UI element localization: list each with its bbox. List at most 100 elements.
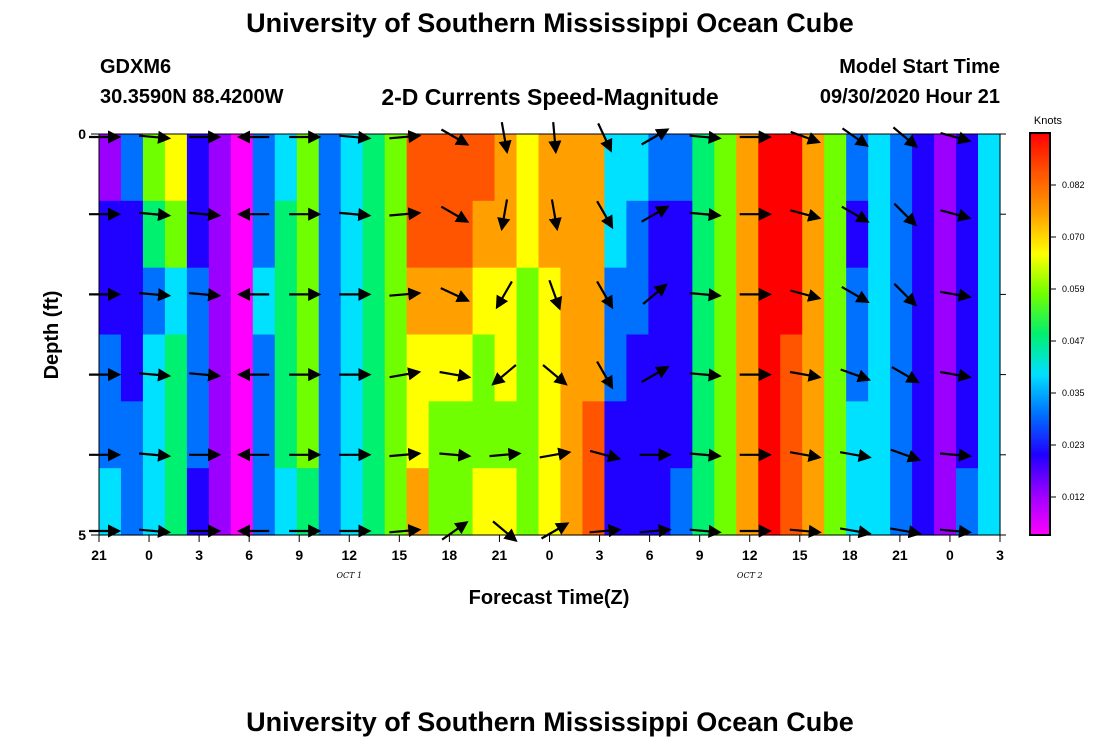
current-arrow [641, 205, 670, 223]
heatmap-cell [142, 401, 166, 469]
current-arrow [790, 289, 822, 302]
heatmap-cell [582, 468, 606, 536]
current-arrow [439, 368, 472, 382]
heatmap-cell [912, 200, 935, 269]
heatmap-cell [450, 267, 474, 336]
heatmap-cell [890, 267, 913, 336]
heatmap-cell [648, 267, 671, 336]
heatmap-cell [340, 267, 364, 336]
heatmap-cell [714, 468, 737, 536]
current-arrow [548, 279, 563, 311]
heatmap-cell [846, 134, 869, 202]
heatmap-cell [99, 267, 122, 336]
heatmap-cell [318, 267, 342, 336]
heatmap-cell [164, 401, 188, 469]
heatmap-cell [736, 401, 759, 469]
current-arrow [589, 449, 622, 463]
heatmap-cell [516, 200, 540, 269]
heatmap-cell [99, 401, 122, 469]
heatmap-cell [582, 134, 606, 202]
current-arrow [689, 207, 722, 222]
x-tick-label: 9 [696, 547, 704, 563]
heatmap-cell [186, 334, 210, 402]
heatmap-cell [670, 267, 693, 336]
heatmap-cell [406, 468, 430, 536]
heatmap-cell [758, 401, 781, 469]
current-arrow [139, 524, 172, 538]
y-axis-title: Depth (ft) [41, 291, 63, 380]
heatmap-cell [296, 401, 320, 469]
heatmap-cell [142, 134, 166, 202]
heatmap-cell [560, 401, 584, 469]
heatmap-cell [274, 401, 298, 469]
heatmap-cell [538, 401, 562, 469]
current-arrow [441, 521, 469, 541]
heatmap-cell [912, 334, 935, 402]
heatmap-cell [736, 334, 759, 402]
heatmap-cell [340, 334, 364, 402]
heatmap-cell [824, 134, 847, 202]
heatmap-cell [472, 267, 496, 336]
heatmap-cell [648, 134, 671, 202]
heatmap-cell [428, 468, 452, 536]
heatmap-cell [340, 468, 364, 536]
x-tick-label: 12 [341, 547, 357, 563]
heatmap-cell [318, 401, 342, 469]
current-arrow [596, 280, 614, 310]
current-arrow [840, 368, 871, 383]
current-arrow [489, 447, 522, 462]
heatmap-cell [384, 267, 408, 336]
heatmap-cell [934, 401, 957, 469]
x-tick-label: 18 [842, 547, 858, 563]
heatmap-cell [450, 468, 474, 536]
x-tick-label: 6 [245, 547, 253, 563]
heatmap-cell [582, 401, 606, 469]
heatmap-cell [956, 267, 979, 336]
heatmap-cell [604, 267, 628, 336]
heatmap-cell [714, 267, 737, 336]
heatmap-cell [890, 401, 913, 469]
heatmap-cell [846, 334, 869, 402]
station-id: GDXM6 [100, 56, 172, 78]
x-tick-label: 9 [295, 547, 303, 563]
heatmap-cell [582, 200, 606, 269]
heatmap-cell [582, 334, 606, 402]
heatmap-cell [428, 401, 452, 469]
heatmap-cell [934, 468, 957, 536]
heatmap-cell [296, 134, 320, 202]
heatmap-cell [846, 468, 869, 536]
x-tick-label: 21 [892, 547, 908, 563]
heatmap-cell [560, 267, 584, 336]
current-arrow [548, 122, 562, 155]
heatmap-cell [494, 401, 518, 469]
heatmap-cell [230, 401, 254, 469]
heatmap-cell [890, 334, 913, 402]
heatmap-cell [384, 468, 408, 536]
heatmap-cell [362, 267, 386, 336]
heatmap-cell [274, 334, 298, 402]
heatmap-cell [99, 468, 122, 536]
y-tick-label: 0 [78, 126, 86, 142]
heatmap-cell [736, 267, 759, 336]
heatmap-cell [186, 267, 210, 336]
heatmap-cell [802, 334, 825, 402]
heatmap-cell [230, 134, 254, 202]
heatmap-cell [912, 134, 935, 202]
model-start-value: 09/30/2020 Hour 21 [819, 86, 1000, 108]
heatmap-cell [604, 468, 628, 536]
x-tick-label: 21 [492, 547, 508, 563]
heatmap-cell [912, 267, 935, 336]
current-arrow [498, 122, 512, 154]
heatmap-cell [670, 134, 693, 202]
heatmap-cell [164, 267, 188, 336]
model-start-label: Model Start Time [839, 56, 1000, 78]
heatmap-cell [934, 334, 957, 402]
heatmap-cell [164, 200, 188, 269]
heatmap-cell [120, 468, 144, 536]
colorbar-tick-label: 0.082 [1062, 180, 1085, 190]
heatmap-cell [296, 267, 320, 336]
heatmap-cell [142, 267, 166, 336]
heatmap-cell [340, 401, 364, 469]
current-arrow [389, 287, 422, 301]
